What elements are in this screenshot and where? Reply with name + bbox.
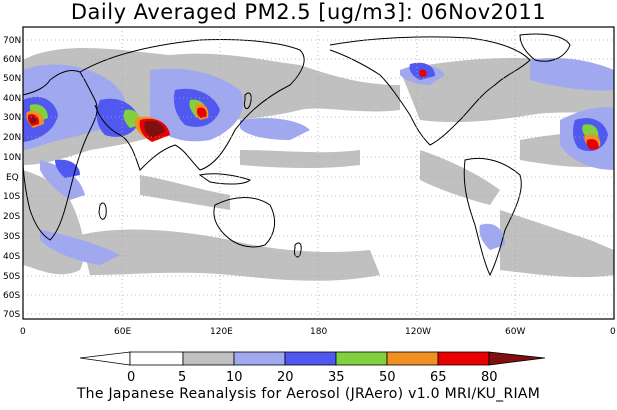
colorbar-label: 5 xyxy=(178,370,186,385)
lat-label: 40S xyxy=(3,252,20,262)
lat-label: 30N xyxy=(3,113,21,123)
colorbar-bin xyxy=(335,351,388,366)
lat-label: 70N xyxy=(3,36,21,46)
colorbar-bin xyxy=(437,351,490,366)
lat-label: 60S xyxy=(3,291,20,301)
latitude-labels: 70N 60N 50N 40N 30N 20N 10N EQ 10S 20S 3… xyxy=(3,36,21,320)
lat-label: 10S xyxy=(3,192,20,202)
lat-label: 40N xyxy=(3,94,21,104)
map-frame xyxy=(22,26,615,320)
lat-label: 20N xyxy=(3,133,21,143)
lat-label: 50N xyxy=(3,74,21,84)
colorbar-label: 0 xyxy=(127,370,135,385)
colorbar-label: 80 xyxy=(481,370,498,385)
lat-label: 70S xyxy=(3,310,20,320)
colorbar-labels: 0 5 10 20 35 50 65 80 xyxy=(127,370,498,385)
lon-label: 60E xyxy=(114,327,131,337)
colorbar-bin xyxy=(129,351,184,366)
map-title: Daily Averaged PM2.5 [ug/m3]: 06Nov2011 xyxy=(70,0,547,24)
lon-label: 0 xyxy=(610,327,616,337)
pm25-shading xyxy=(23,48,614,281)
lon-label: 120W xyxy=(405,327,431,337)
colorbar-label: 35 xyxy=(328,370,345,385)
lon-label: 60W xyxy=(505,327,525,337)
coastlines xyxy=(22,33,571,277)
colorbar-bin xyxy=(386,351,439,366)
colorbar-max-arrow xyxy=(488,351,546,366)
longitude-labels: 0 60E 120E 180 120W 60W 0 xyxy=(20,327,616,337)
colorbar xyxy=(79,351,546,366)
lat-label: EQ xyxy=(6,173,19,183)
graticule xyxy=(23,27,614,319)
lat-label: 20S xyxy=(3,212,20,222)
lon-label: 180 xyxy=(310,327,327,337)
lat-label: 60N xyxy=(3,55,21,65)
lon-label: 120E xyxy=(210,327,233,337)
lat-label: 30S xyxy=(3,232,20,242)
colorbar-bin xyxy=(284,351,337,366)
lat-label: 10N xyxy=(3,153,21,163)
colorbar-label: 20 xyxy=(277,370,294,385)
colorbar-label: 50 xyxy=(379,370,396,385)
colorbar-label: 10 xyxy=(226,370,243,385)
colorbar-bin xyxy=(182,351,235,366)
colorbar-label: 65 xyxy=(430,370,447,385)
lat-label: 50S xyxy=(3,272,20,282)
colorbar-min-arrow xyxy=(79,351,131,366)
colorbar-bin xyxy=(233,351,286,366)
lon-label: 0 xyxy=(20,327,26,337)
footer-credit: The Japanese Reanalysis for Aerosol (JRA… xyxy=(76,386,541,402)
